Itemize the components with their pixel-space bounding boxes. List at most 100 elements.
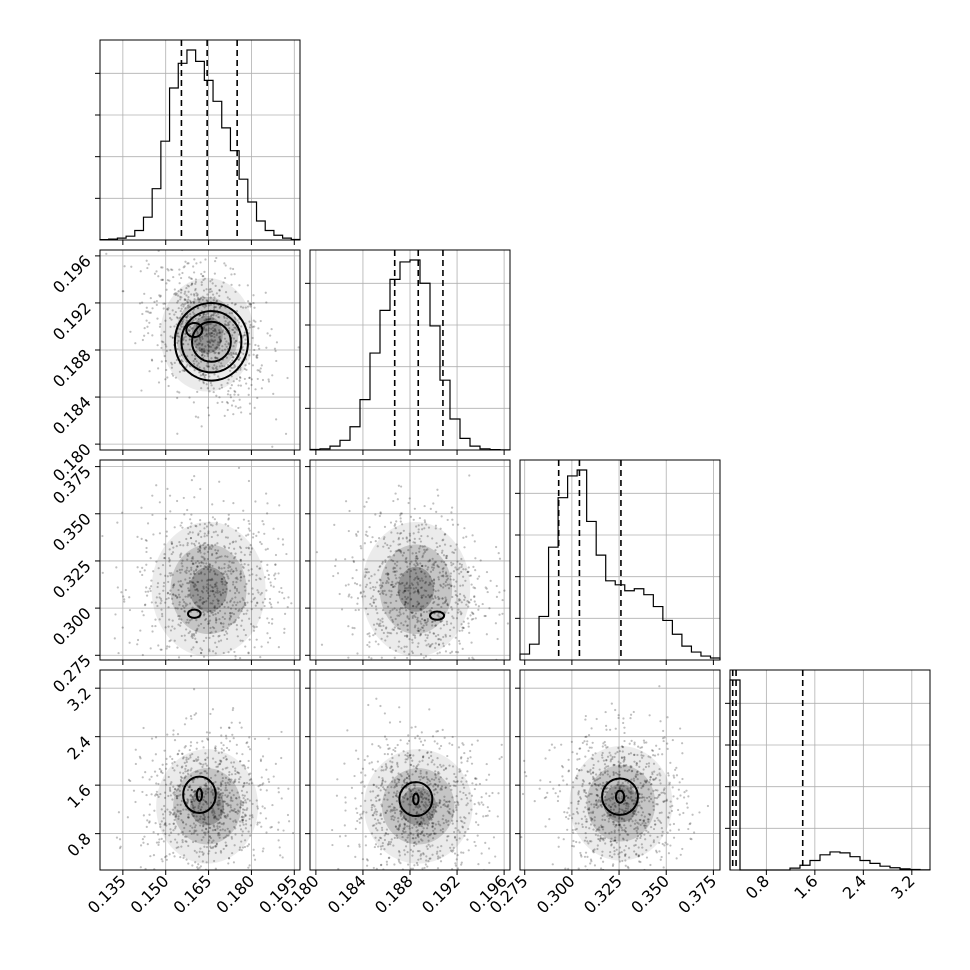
sample-point bbox=[193, 634, 196, 637]
sample-point bbox=[215, 314, 218, 317]
sample-point bbox=[392, 499, 395, 503]
sample-point bbox=[599, 803, 602, 807]
sample-point bbox=[397, 581, 401, 584]
sample-point bbox=[206, 352, 209, 355]
sample-point bbox=[400, 512, 403, 515]
sample-point bbox=[160, 334, 163, 337]
sample-point bbox=[208, 823, 211, 826]
sample-point bbox=[174, 827, 177, 830]
sample-point bbox=[193, 358, 197, 361]
sample-point bbox=[405, 645, 408, 648]
sample-point bbox=[182, 496, 185, 500]
sample-point bbox=[408, 827, 411, 830]
sample-point bbox=[218, 331, 221, 334]
sample-point bbox=[114, 613, 117, 616]
sample-point bbox=[247, 759, 250, 763]
sample-point bbox=[621, 795, 624, 798]
sample-point bbox=[419, 854, 422, 857]
sample-point bbox=[203, 532, 206, 535]
sample-point bbox=[217, 312, 220, 315]
sample-point bbox=[234, 552, 237, 555]
sample-point bbox=[427, 439, 429, 441]
sample-point bbox=[351, 633, 354, 636]
sample-point bbox=[447, 835, 450, 838]
sample-point bbox=[434, 527, 437, 530]
sample-point bbox=[400, 630, 403, 633]
sample-point bbox=[189, 277, 192, 280]
sample-point bbox=[209, 610, 212, 613]
sample-point bbox=[397, 627, 400, 630]
sample-point bbox=[174, 825, 177, 828]
sample-point bbox=[267, 577, 270, 580]
sample-point bbox=[223, 816, 226, 819]
sample-point bbox=[195, 758, 198, 761]
sample-point bbox=[221, 400, 224, 404]
sample-point bbox=[434, 549, 437, 552]
sample-point bbox=[427, 860, 430, 863]
sample-point bbox=[358, 843, 361, 846]
sample-point bbox=[406, 825, 409, 828]
sample-point bbox=[383, 670, 385, 672]
sample-point bbox=[414, 817, 417, 820]
sample-point bbox=[402, 591, 405, 594]
sample-point bbox=[220, 577, 223, 581]
sample-point bbox=[363, 575, 367, 578]
sample-point bbox=[151, 334, 154, 337]
sample-point bbox=[177, 623, 180, 626]
sample-point bbox=[217, 336, 221, 339]
sample-point bbox=[421, 867, 424, 870]
sample-point bbox=[169, 789, 172, 793]
sample-point bbox=[214, 347, 217, 350]
sample-point bbox=[229, 648, 233, 651]
sample-point bbox=[214, 815, 217, 818]
sample-point bbox=[422, 853, 425, 856]
sample-point bbox=[188, 581, 191, 584]
sample-point bbox=[226, 673, 228, 675]
sample-point bbox=[243, 604, 246, 607]
sample-point bbox=[156, 344, 159, 347]
sample-point bbox=[194, 712, 198, 715]
sample-point bbox=[456, 651, 460, 654]
sample-point bbox=[420, 792, 423, 795]
sample-point bbox=[434, 788, 437, 791]
sample-point bbox=[219, 339, 222, 342]
sample-point bbox=[221, 529, 224, 532]
sample-point bbox=[378, 565, 381, 569]
sample-point bbox=[247, 527, 250, 530]
sample-point bbox=[395, 564, 398, 567]
sample-point bbox=[216, 573, 219, 576]
sample-point bbox=[393, 656, 396, 659]
sample-point bbox=[200, 651, 203, 655]
sample-point bbox=[217, 796, 221, 799]
x-tick-label: 0.180 bbox=[212, 871, 258, 917]
sample-point bbox=[148, 311, 151, 314]
sample-point bbox=[395, 794, 398, 797]
sample-point bbox=[208, 288, 211, 291]
sample-point bbox=[406, 742, 409, 745]
sample-point bbox=[378, 836, 382, 839]
sample-point bbox=[424, 806, 427, 809]
sample-point bbox=[184, 764, 188, 767]
sample-point bbox=[432, 579, 436, 582]
sample-point bbox=[236, 319, 239, 322]
sample-point bbox=[252, 625, 255, 628]
sample-point bbox=[238, 608, 241, 611]
sample-point bbox=[413, 614, 416, 617]
sample-point bbox=[593, 824, 596, 827]
sample-point bbox=[373, 812, 376, 815]
sample-point bbox=[197, 533, 200, 537]
sample-point bbox=[374, 843, 378, 846]
sample-point bbox=[459, 769, 462, 772]
sample-point bbox=[419, 545, 422, 548]
sample-point bbox=[416, 590, 420, 593]
sample-point bbox=[170, 361, 173, 364]
sample-point bbox=[271, 374, 274, 377]
sample-point bbox=[141, 338, 144, 342]
sample-point bbox=[637, 745, 640, 748]
sample-point bbox=[410, 650, 414, 653]
sample-point bbox=[211, 552, 214, 556]
sample-point bbox=[417, 528, 420, 531]
sample-point bbox=[211, 626, 214, 629]
sample-point bbox=[186, 618, 189, 621]
